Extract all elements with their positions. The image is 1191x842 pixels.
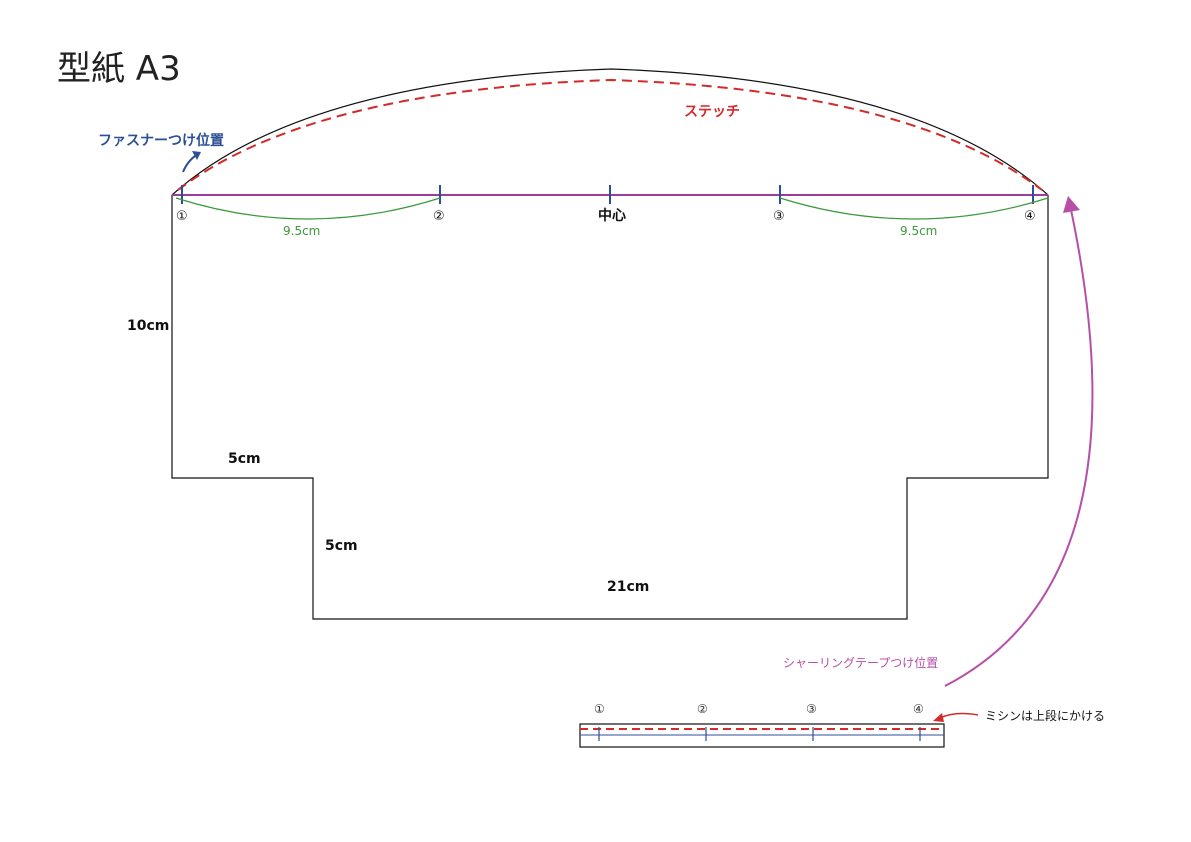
note-arrow: [939, 712, 979, 719]
center-label: 中心: [598, 208, 626, 224]
bottom-width-label: 21cm: [607, 579, 650, 595]
shirring-arrow-head: [1063, 196, 1080, 213]
zipper-position-label: ファスナーつけ位置: [98, 133, 224, 149]
strip-marker-3: ③: [806, 702, 817, 716]
left-span-label: 9.5cm: [283, 224, 321, 238]
right-span-arc: [779, 197, 1049, 220]
stitch-label: ステッチ: [684, 104, 740, 120]
step-height-label: 5cm: [325, 538, 358, 554]
zipper-arrow-head: [192, 151, 201, 160]
marker-1: ①: [176, 209, 188, 224]
sewing-note-label: ミシンは上段にかける: [985, 709, 1106, 723]
pattern-outline: [171, 195, 1049, 620]
shirring-arrow: [944, 204, 1094, 687]
marker-3: ③: [773, 209, 785, 224]
marker-4: ④: [1024, 209, 1036, 224]
strip-marker-1: ①: [594, 702, 605, 716]
step-width-label: 5cm: [228, 451, 261, 467]
note-arrow-head: [933, 713, 944, 722]
top-curve: [171, 68, 1049, 196]
stitch-line: [177, 78, 1043, 191]
left-span-arc: [175, 197, 441, 220]
strip-marker-4: ④: [913, 702, 924, 716]
page-title: 型紙 A3: [57, 49, 181, 89]
right-span-label: 9.5cm: [900, 224, 938, 238]
shirring-tape-label: シャーリングテープつけ位置: [783, 656, 939, 670]
height-label: 10cm: [127, 318, 170, 334]
strip-marker-2: ②: [697, 702, 708, 716]
marker-2: ②: [433, 209, 445, 224]
